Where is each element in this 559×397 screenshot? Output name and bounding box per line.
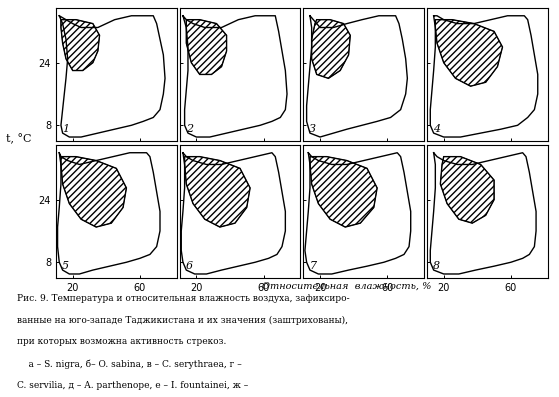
Text: 3: 3 bbox=[309, 124, 316, 134]
Text: 4: 4 bbox=[433, 124, 440, 134]
Polygon shape bbox=[184, 157, 250, 227]
Polygon shape bbox=[61, 157, 126, 227]
Text: 6: 6 bbox=[186, 261, 193, 271]
Text: 2: 2 bbox=[186, 124, 193, 134]
Text: а – S. nigra, б– O. sabina, в – C. serythraea, г –: а – S. nigra, б– O. sabina, в – C. seryt… bbox=[17, 359, 241, 369]
Polygon shape bbox=[310, 157, 377, 227]
Polygon shape bbox=[186, 20, 226, 75]
Polygon shape bbox=[440, 157, 494, 223]
Text: 8: 8 bbox=[433, 261, 440, 271]
Polygon shape bbox=[312, 20, 350, 78]
Text: ванные на юго-западе Таджикистана и их значения (заштрихованы),: ванные на юго-западе Таджикистана и их з… bbox=[17, 316, 348, 325]
Text: t, °C: t, °C bbox=[6, 134, 31, 144]
Text: 5: 5 bbox=[62, 261, 69, 271]
Polygon shape bbox=[61, 20, 100, 71]
Text: 1: 1 bbox=[62, 124, 69, 134]
Text: C. servilia, д – A. parthenope, е – I. fountainei, ж –: C. servilia, д – A. parthenope, е – I. f… bbox=[17, 381, 248, 390]
Polygon shape bbox=[435, 20, 503, 86]
Text: при которых возможна активность стрекоз.: при которых возможна активность стрекоз. bbox=[17, 337, 226, 347]
Text: Относительная  влажность, %: Относительная влажность, % bbox=[262, 282, 431, 291]
Text: Рис. 9. Температура и относительная влажность воздуха, зафиксиро-: Рис. 9. Температура и относительная влаж… bbox=[17, 294, 349, 303]
Text: 7: 7 bbox=[309, 261, 316, 271]
